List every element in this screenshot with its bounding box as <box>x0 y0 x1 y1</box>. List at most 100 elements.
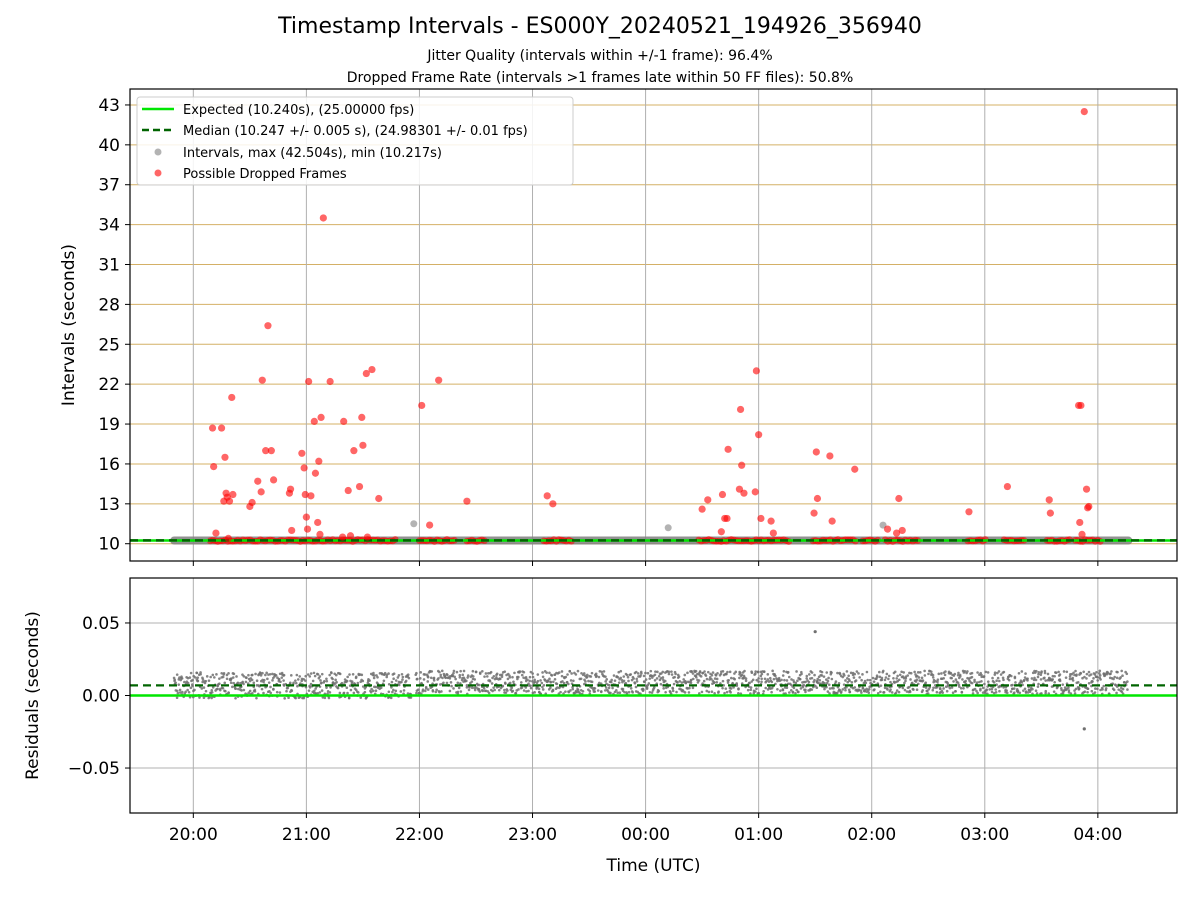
residual-point <box>810 676 814 680</box>
residual-point <box>731 681 734 685</box>
residual-point <box>251 691 254 695</box>
residual-point <box>1115 691 1118 695</box>
residual-point <box>461 673 465 677</box>
residual-point <box>576 688 580 692</box>
residual-point <box>868 678 872 682</box>
residual-point <box>677 675 681 678</box>
residual-point <box>862 681 866 685</box>
dropped-frame-point <box>1082 485 1091 493</box>
dropped-frame-point <box>826 452 834 460</box>
residual-point <box>1051 674 1055 678</box>
residual-point <box>882 691 885 694</box>
residual-point <box>881 669 885 673</box>
residual-point <box>878 670 881 674</box>
residual-point <box>1120 690 1124 694</box>
residual-point <box>536 679 540 683</box>
residual-point <box>533 680 537 684</box>
residual-point <box>383 671 387 675</box>
residual-point <box>781 674 785 677</box>
dropped-frame-point <box>740 489 748 497</box>
residual-point <box>616 691 620 695</box>
residual-point <box>242 682 245 686</box>
residual-point <box>346 675 349 679</box>
residual-point <box>848 690 851 694</box>
residual-point <box>804 680 807 684</box>
residual-point <box>940 672 943 675</box>
residual-point <box>533 691 536 694</box>
residual-point <box>631 691 635 694</box>
residual-point <box>889 680 892 684</box>
residual-point <box>700 690 704 694</box>
residual-point <box>566 673 569 676</box>
residual-point <box>906 674 909 677</box>
residual-point <box>917 676 921 679</box>
residual-point <box>500 673 504 677</box>
residual-point <box>985 688 989 691</box>
dropped-frame-point <box>724 445 732 453</box>
residual-point <box>415 677 419 681</box>
residual-point <box>308 686 312 689</box>
residual-point <box>571 687 575 691</box>
residual-point <box>224 689 227 693</box>
residual-point <box>1024 672 1027 675</box>
residual-point <box>836 685 840 689</box>
x-tick-label: 02:00 <box>847 825 896 845</box>
residual-point <box>1117 688 1121 691</box>
residual-point <box>929 670 933 673</box>
residual-point <box>1014 681 1017 684</box>
intervals-axes-frame <box>129 88 1178 562</box>
residual-point <box>789 688 793 692</box>
residual-point <box>871 676 875 680</box>
residual-point <box>864 681 868 685</box>
residual-point <box>318 675 322 678</box>
residual-point <box>1099 688 1102 692</box>
residual-point <box>448 677 452 680</box>
residual-point <box>627 679 630 683</box>
residual-point <box>618 691 622 694</box>
residual-point <box>1121 674 1124 678</box>
residual-point <box>1034 669 1038 673</box>
residual-point <box>1033 676 1036 680</box>
residual-point <box>1022 689 1025 692</box>
dropped-frame-point <box>1078 530 1086 539</box>
residual-point <box>750 680 753 683</box>
residual-point <box>223 681 227 685</box>
residual-point <box>200 687 204 690</box>
residual-point <box>555 682 559 686</box>
residual-point <box>475 682 479 686</box>
residual-point <box>397 674 401 677</box>
residual-point <box>923 674 927 677</box>
residual-point <box>1074 687 1078 691</box>
residual-point <box>510 690 514 693</box>
residual-point <box>707 690 711 694</box>
residual-point <box>820 674 824 677</box>
residual-point <box>952 680 955 683</box>
residual-point <box>458 676 462 679</box>
residual-point <box>533 678 536 682</box>
residual-point <box>209 675 212 679</box>
residual-point <box>975 689 978 693</box>
dropped-frame-point <box>300 464 308 472</box>
residual-point <box>349 688 353 692</box>
residual-point <box>429 676 433 680</box>
residual-point <box>768 676 772 680</box>
residual-point <box>446 676 449 680</box>
residual-point <box>1034 689 1038 693</box>
residual-point <box>304 679 307 682</box>
residual-point <box>522 676 525 679</box>
residual-point <box>267 681 271 684</box>
residual-point <box>536 673 540 676</box>
intervals-axes: 10 13 16 19 22 25 28 31 34 37 40 43 <box>98 96 1099 566</box>
residual-point <box>459 669 462 673</box>
residual-point <box>311 679 315 683</box>
residual-point <box>740 682 744 685</box>
legend-intervals-label: Intervals, max (42.504s), min (10.217s) <box>183 146 442 161</box>
residual-point <box>763 677 767 681</box>
residual-point <box>426 675 430 679</box>
dropped-frame-point <box>813 494 822 503</box>
residual-point <box>1116 670 1119 674</box>
residual-point <box>697 692 701 695</box>
residual-point <box>781 688 785 692</box>
residual-point <box>996 671 999 675</box>
residual-point <box>990 687 994 691</box>
